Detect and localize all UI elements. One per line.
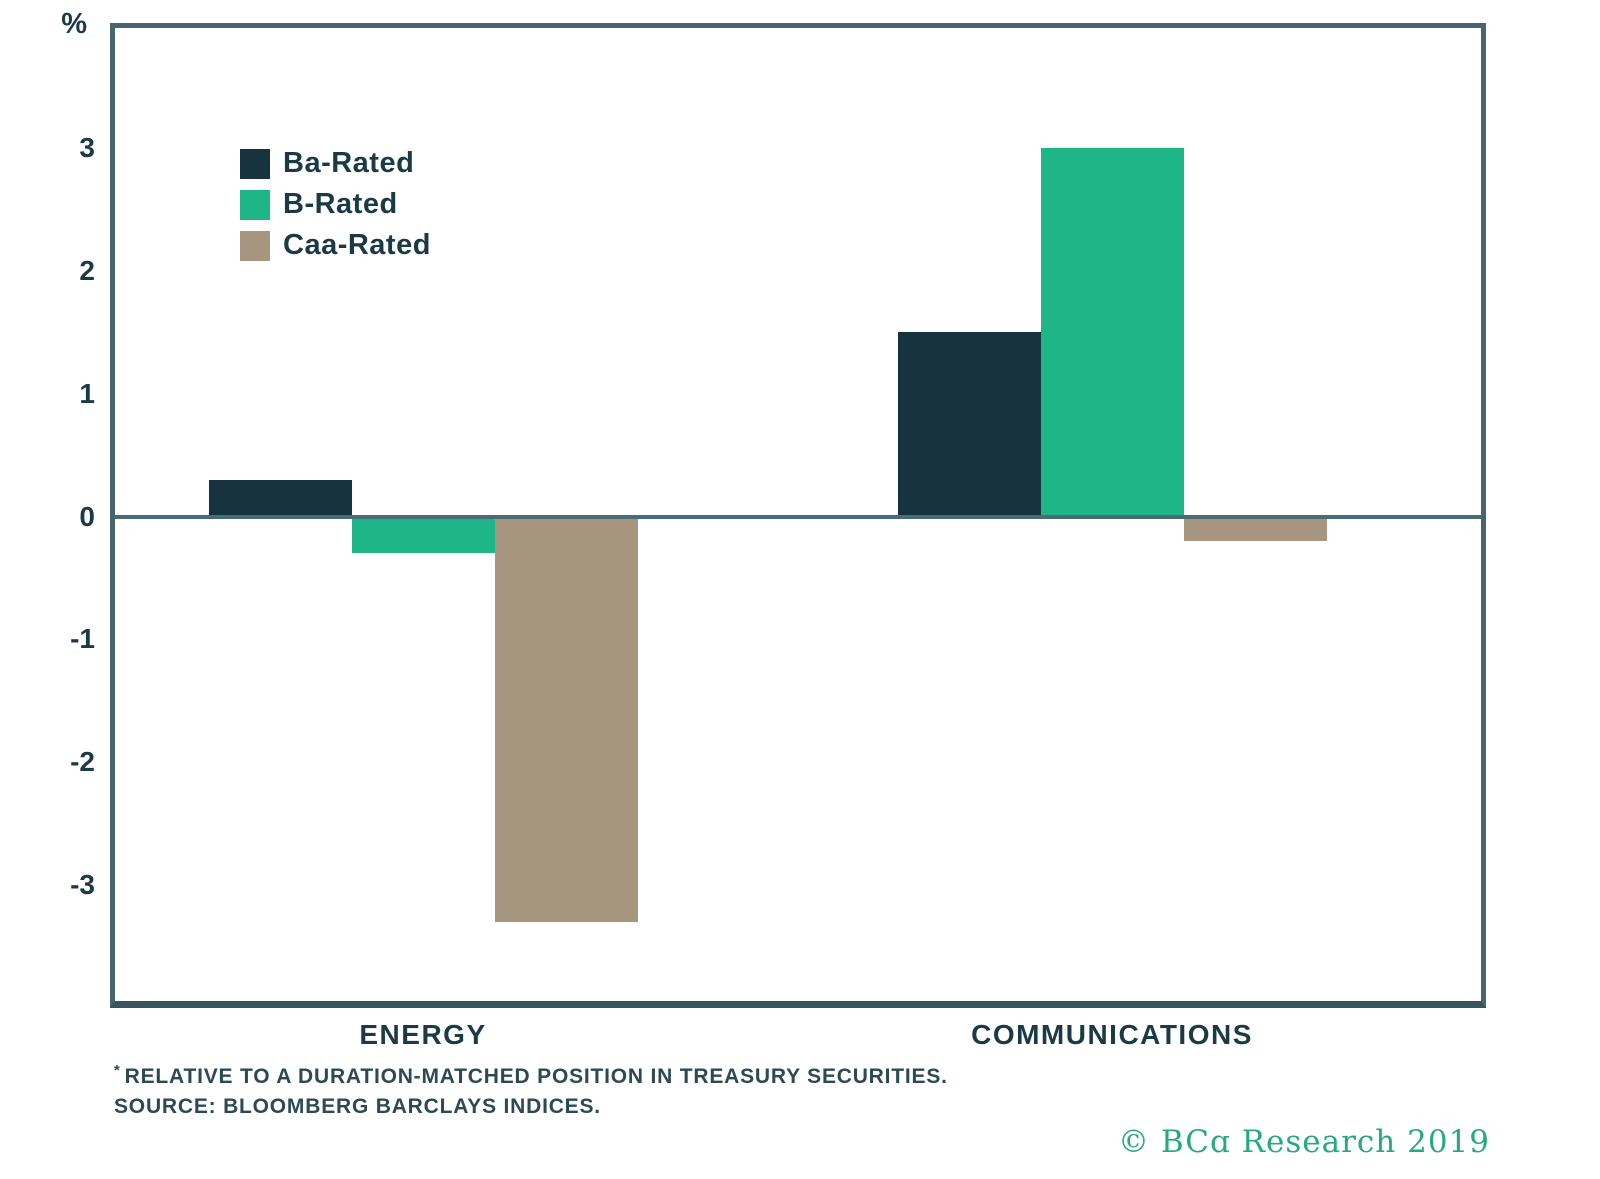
legend-swatch-caa-rated <box>240 230 270 261</box>
bar-ba-rated-communications <box>897 332 1041 517</box>
legend-swatch-b-rated <box>240 189 270 220</box>
category-label-energy: ENERGY <box>359 1019 487 1050</box>
legend: Ba-Rated B-Rated Caa-Rated <box>240 143 431 266</box>
legend-label-ba-rated: Ba-Rated <box>283 147 415 179</box>
y-tick-label-1: 1 <box>79 377 95 409</box>
bar-ba-rated-energy <box>208 479 352 517</box>
legend-item-caa-rated: Caa-Rated <box>240 225 431 266</box>
bar-b-rated-communications <box>1040 148 1184 517</box>
legend-item-b-rated: B-Rated <box>240 184 431 225</box>
y-tick-label--3: -3 <box>70 868 95 900</box>
bca-research-copyright: © BCɑ Research 2019 <box>1118 1124 1490 1160</box>
y-tick-label--1: -1 <box>70 623 95 655</box>
y-tick-label-0: 0 <box>79 500 95 532</box>
y-tick-label-3: 3 <box>79 132 95 164</box>
y-tick-label-2: 2 <box>79 254 95 286</box>
footnote-note-text: RELATIVE TO A DURATION-MATCHED POSITION … <box>124 1065 948 1088</box>
legend-label-b-rated: B-Rated <box>283 188 398 220</box>
legend-item-ba-rated: Ba-Rated <box>240 143 431 184</box>
legend-swatch-ba-rated <box>240 148 270 179</box>
footnote-asterisk: * <box>114 1062 121 1079</box>
y-tick-label--2: -2 <box>70 746 95 778</box>
bar-b-rated-energy <box>351 516 495 554</box>
legend-label-caa-rated: Caa-Rated <box>283 229 431 261</box>
footnote-note: * RELATIVE TO A DURATION-MATCHED POSITION… <box>114 1062 948 1089</box>
zero-baseline <box>115 514 1481 519</box>
bar-caa-rated-communications <box>1183 516 1327 542</box>
category-label-communications: COMMUNICATIONS <box>971 1019 1253 1050</box>
plot-area <box>110 23 1486 1008</box>
bar-caa-rated-energy <box>494 516 638 922</box>
footnote-source: SOURCE: BLOOMBERG BARCLAYS INDICES. <box>114 1095 601 1118</box>
y-axis-unit-label: % <box>61 8 87 40</box>
